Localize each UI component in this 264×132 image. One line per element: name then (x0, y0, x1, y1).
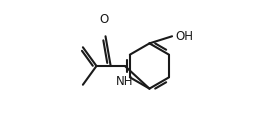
Text: OH: OH (175, 30, 193, 43)
Text: O: O (100, 13, 109, 26)
Text: NH: NH (116, 75, 134, 88)
